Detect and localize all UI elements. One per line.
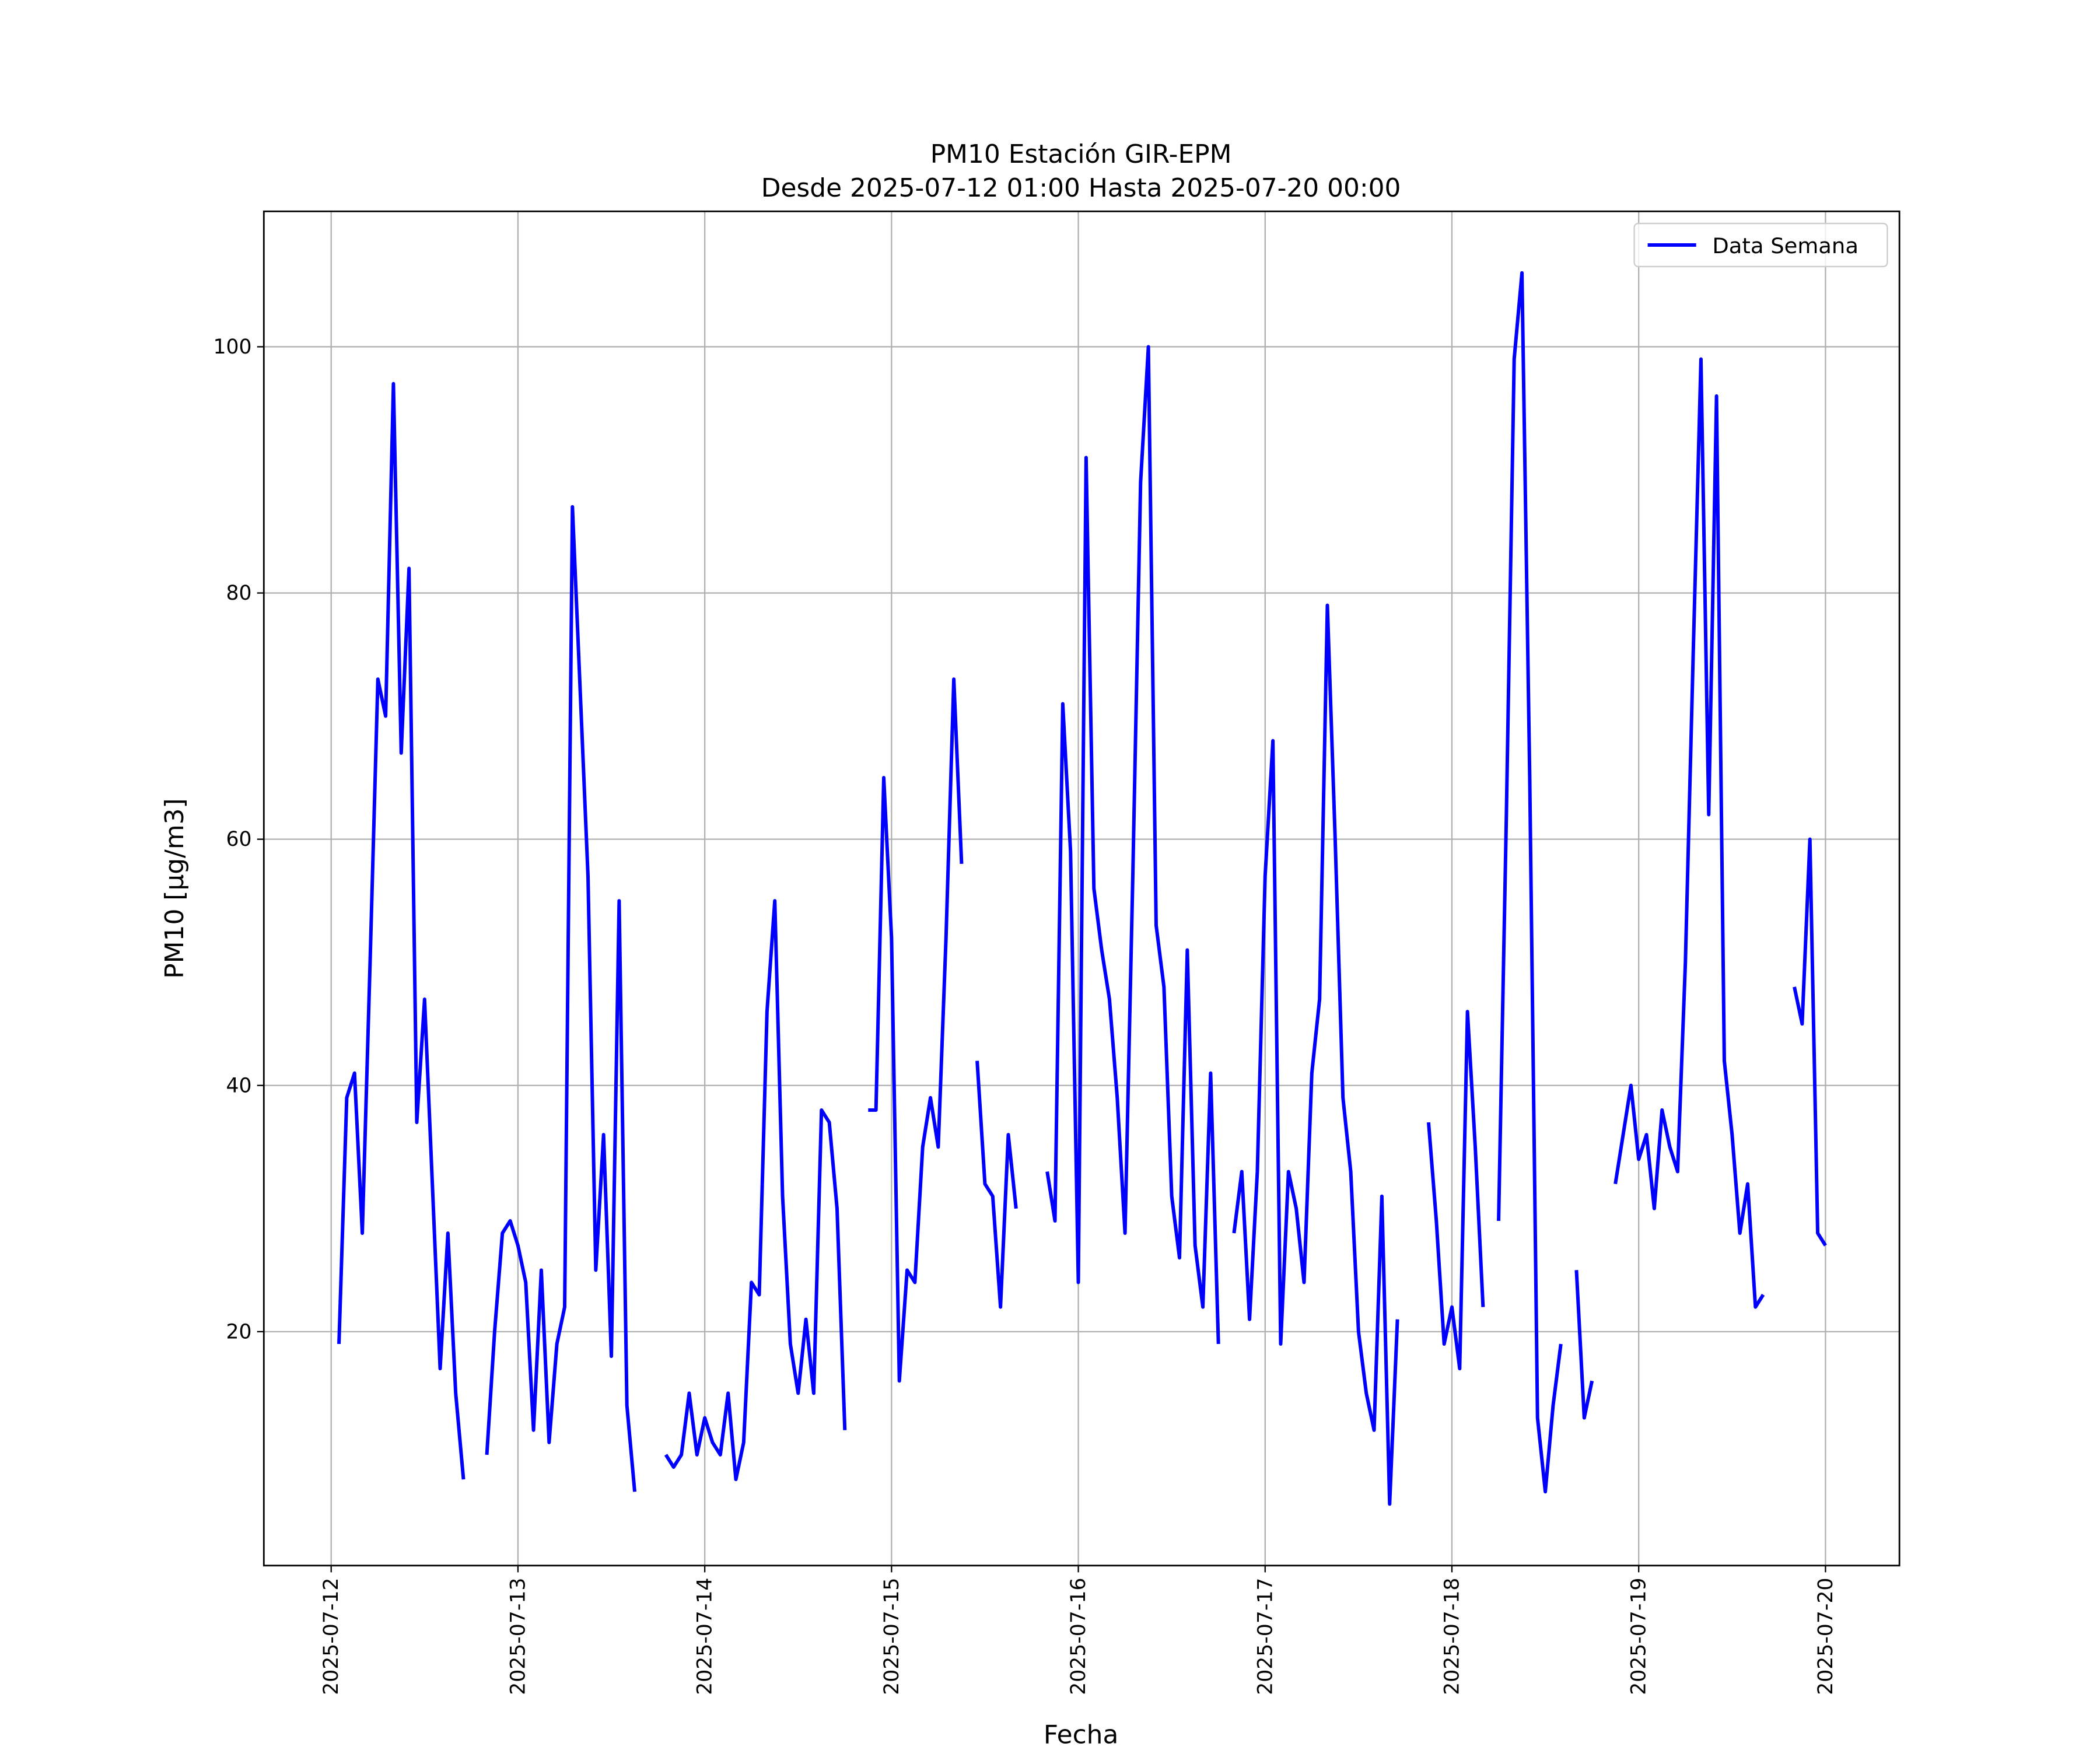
data-line [337,271,1827,1506]
legend: Data Semana [1633,222,1888,268]
y-tick-label: 60 [226,828,251,851]
x-tick-label: 2025-07-15 [880,1578,904,1695]
x-tick-label: 2025-07-13 [506,1578,530,1695]
y-tick-label: 40 [226,1074,251,1097]
legend-box [1633,222,1888,268]
y-tick-label: 100 [213,335,251,359]
y-axis-label: PM10 [μg/m3] [160,798,190,978]
plot-frame [262,210,1901,1567]
x-tick-label: 2025-07-14 [694,1578,717,1695]
x-tick-label: 2025-07-19 [1628,1578,1651,1695]
x-tick-label: 2025-07-17 [1254,1578,1277,1695]
x-tick-label: 2025-07-18 [1441,1578,1464,1695]
x-tick-label: 2025-07-20 [1814,1578,1838,1695]
x-tick-label: 2025-07-12 [320,1578,343,1695]
legend-label: Data Semana [1712,233,1859,258]
x-axis-label: Fecha [1044,1720,1119,1749]
x-tick-label: 2025-07-16 [1067,1578,1090,1695]
y-tick-label: 80 [226,582,251,605]
chart-subtitle: Desde 2025-07-12 01:00 Hasta 2025-07-20 … [761,173,1401,203]
y-tick-label: 20 [226,1320,251,1343]
chart-title: PM10 Estación GIR-EPM [930,139,1232,169]
